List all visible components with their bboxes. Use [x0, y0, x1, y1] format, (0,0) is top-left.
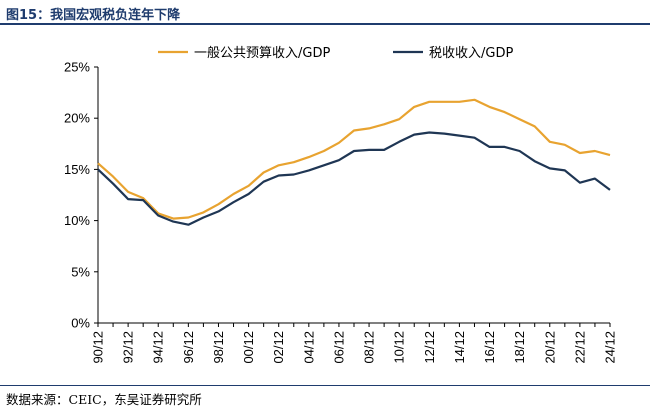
figure-title: 图15：我国宏观税负连年下降	[6, 8, 181, 23]
chart-axes: 0% 5% 10% 15% 20% 25% 90/12 92/12 94/12 96/12 98/1…	[64, 60, 618, 364]
source-rule	[0, 385, 650, 386]
title-rule	[0, 23, 650, 25]
x-tick-label: 16/12	[482, 331, 497, 364]
x-tick-label: 20/12	[542, 331, 557, 364]
x-tick-label: 08/12	[362, 331, 377, 364]
series-line-general-budget	[97, 98, 611, 220]
x-tick-label: 12/12	[422, 331, 437, 364]
x-tick-label: 14/12	[452, 331, 467, 364]
y-tick-label: 0%	[71, 316, 90, 331]
x-tick-label: 10/12	[392, 331, 407, 364]
line-chart: 一般公共预算收入/GDP 税收收入/GDP 0% 5% 10% 15% 20% 25% 90…	[64, 45, 618, 364]
legend-label-general-budget: 一般公共预算收入/GDP	[194, 45, 330, 61]
x-tick-label: 92/12	[121, 331, 136, 364]
legend-label-tax: 税收收入/GDP	[429, 46, 513, 61]
series-line-tax	[97, 131, 611, 226]
x-tick-label: 90/12	[91, 331, 106, 364]
y-tick-label: 5%	[71, 264, 90, 279]
y-tick-label: 10%	[64, 213, 90, 228]
x-tick-label: 02/12	[271, 331, 286, 364]
x-tick-label: 24/12	[603, 331, 618, 364]
source-note: 数据来源：CEIC，东吴证券研究所	[6, 392, 202, 407]
x-tick-label: 00/12	[241, 331, 256, 364]
chart-series	[97, 98, 611, 226]
chart-legend: 一般公共预算收入/GDP 税收收入/GDP	[158, 45, 513, 61]
x-tick-label: 94/12	[151, 331, 166, 364]
y-tick-label: 25%	[64, 60, 90, 75]
x-tick-label: 06/12	[331, 331, 346, 364]
x-tick-label: 18/12	[512, 331, 527, 364]
x-tick-label: 98/12	[211, 331, 226, 364]
x-tick-label: 04/12	[301, 331, 316, 364]
x-tick-label: 22/12	[572, 331, 587, 364]
x-tick-label: 96/12	[181, 331, 196, 364]
y-tick-label: 15%	[64, 162, 90, 177]
y-tick-label: 20%	[64, 111, 90, 126]
